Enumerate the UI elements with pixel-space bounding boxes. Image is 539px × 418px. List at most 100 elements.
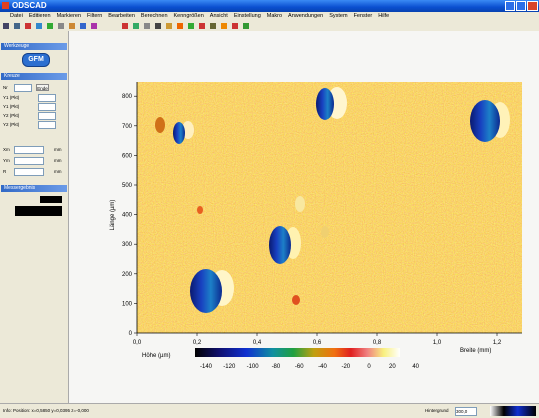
menu-item[interactable]: Datei <box>10 12 23 21</box>
y-tick-label: 800 <box>122 94 133 100</box>
y-tick-label: 600 <box>122 153 133 159</box>
y-tick-label: 200 <box>122 272 133 278</box>
menu-item[interactable]: Markieren <box>57 12 81 21</box>
x-tick-label: 0,4 <box>253 340 262 346</box>
toolbar-icon[interactable] <box>166 23 172 29</box>
field-label: Xm <box>3 146 10 153</box>
x-tick-label: 0,0 <box>133 340 142 346</box>
menu-item[interactable]: Einstellung <box>234 12 261 21</box>
end-button[interactable]: Ende <box>36 84 49 91</box>
x-tick-label: 1,2 <box>493 340 502 346</box>
app-window: ODSCAD Datei Editieren Markieren Filtern Bea… <box>0 0 539 417</box>
field-label: Y1 (Pkt) <box>3 103 19 110</box>
number-input[interactable] <box>38 121 56 129</box>
result-display <box>15 206 62 216</box>
toolbar-icon[interactable] <box>155 23 161 29</box>
text-input[interactable] <box>14 157 44 165</box>
close-button[interactable] <box>527 1 538 11</box>
toolbar-icon[interactable] <box>144 23 150 29</box>
menu-item[interactable]: Kenngrößen <box>174 12 204 21</box>
toolbar-icon[interactable] <box>69 23 75 29</box>
toolbar-icon[interactable] <box>243 23 249 29</box>
minimize-button[interactable] <box>505 1 515 11</box>
menu-item[interactable]: Filtern <box>87 12 102 21</box>
number-input[interactable] <box>14 84 32 92</box>
menu-item[interactable]: Makro <box>267 12 282 21</box>
field-label: Y2 (Pkt) <box>3 121 19 128</box>
status-bar: Info: Position: x=0,5850 y=0,0395 z=-0,0… <box>0 403 539 418</box>
background-input[interactable]: 300,0 <box>455 407 477 416</box>
x-tick-label: 0,2 <box>193 340 202 346</box>
colorbar-tick-label: -40 <box>318 364 327 370</box>
title-bar: ODSCAD <box>0 0 539 12</box>
number-input[interactable] <box>38 112 56 120</box>
toolbar-icon[interactable] <box>232 23 238 29</box>
menu-item[interactable]: Bearbeiten <box>108 12 135 21</box>
status-info: Info: Position: x=0,5850 y=0,0395 z=-0,0… <box>3 404 89 418</box>
x-tick-label: 0,6 <box>313 340 322 346</box>
colorbar-tick-label: -80 <box>272 364 281 370</box>
toolbar-icon[interactable] <box>91 23 97 29</box>
menu-bar: Datei Editieren Markieren Filtern Bearbeiten… <box>0 12 539 21</box>
panel-header: Werkzeuge <box>1 43 67 50</box>
logo-button[interactable]: GFM <box>22 53 50 67</box>
panel-header: Messergebnis <box>1 185 67 192</box>
y-tick-label: 300 <box>122 242 133 248</box>
toolbar-icon[interactable] <box>188 23 194 29</box>
colorbar-tick-label: 20 <box>389 364 396 370</box>
toolbar-icon[interactable] <box>58 23 64 29</box>
colorbar-tick-label: -140 <box>200 364 213 370</box>
toolbar-icon[interactable] <box>177 23 183 29</box>
color-strip <box>490 406 536 416</box>
colorbar-tick-label: 40 <box>412 364 419 370</box>
menu-item[interactable]: Berechnen <box>141 12 168 21</box>
colorbar-tick-label: -20 <box>341 364 350 370</box>
toolbar <box>0 21 539 31</box>
y-tick-label: 100 <box>122 301 133 307</box>
y-tick-label: 500 <box>122 183 133 189</box>
app-icon <box>2 2 9 9</box>
toolbar-icon[interactable] <box>3 23 9 29</box>
menu-item[interactable]: System <box>329 12 347 21</box>
toolbar-icon[interactable] <box>36 23 42 29</box>
field-label: R <box>3 168 6 175</box>
x-tick-label: 1,0 <box>433 340 442 346</box>
menu-item[interactable]: Ansicht <box>210 12 228 21</box>
text-input[interactable] <box>14 146 44 154</box>
unit-label: mm <box>54 146 62 153</box>
maximize-button[interactable] <box>516 1 526 11</box>
panel-header: Kreuze <box>1 73 67 80</box>
toolbar-icon[interactable] <box>25 23 31 29</box>
unit-label: mm <box>54 157 62 164</box>
result-display <box>40 196 62 203</box>
toolbar-icon[interactable] <box>210 23 216 29</box>
toolbar-icon[interactable] <box>133 23 139 29</box>
number-input[interactable] <box>38 94 56 102</box>
field-label: Nr <box>3 84 8 91</box>
menu-item[interactable]: Fenster <box>354 12 373 21</box>
field-label: Y2 (Pkt) <box>3 112 19 119</box>
toolbar-icon[interactable] <box>122 23 128 29</box>
toolbar-icon[interactable] <box>199 23 205 29</box>
toolbar-icon[interactable] <box>47 23 53 29</box>
number-input[interactable] <box>38 103 56 111</box>
toolbar-icon[interactable] <box>221 23 227 29</box>
menu-item[interactable]: Hilfe <box>378 12 389 21</box>
y-axis-label: Länge (µm) <box>110 200 116 231</box>
side-panel: Werkzeuge GFM Kreuze Nr Ende Y1 (Pkt) Y1 … <box>0 31 69 403</box>
x-tick-label: 0,8 <box>373 340 382 346</box>
text-input[interactable] <box>14 168 44 176</box>
y-tick-label: 700 <box>122 124 133 130</box>
menu-item[interactable]: Anwendungen <box>288 12 323 21</box>
y-tick-label: 400 <box>122 213 133 219</box>
colorbar <box>195 348 400 357</box>
field-label: Y1 (Pkt) <box>3 94 19 101</box>
menu-item[interactable]: Editieren <box>29 12 51 21</box>
toolbar-icon[interactable] <box>80 23 86 29</box>
window-title: ODSCAD <box>12 0 47 12</box>
toolbar-icon[interactable] <box>14 23 20 29</box>
colorbar-tick-label: -60 <box>295 364 304 370</box>
field-label: Ym <box>3 157 10 164</box>
status-label: Hintergrund <box>425 404 449 418</box>
